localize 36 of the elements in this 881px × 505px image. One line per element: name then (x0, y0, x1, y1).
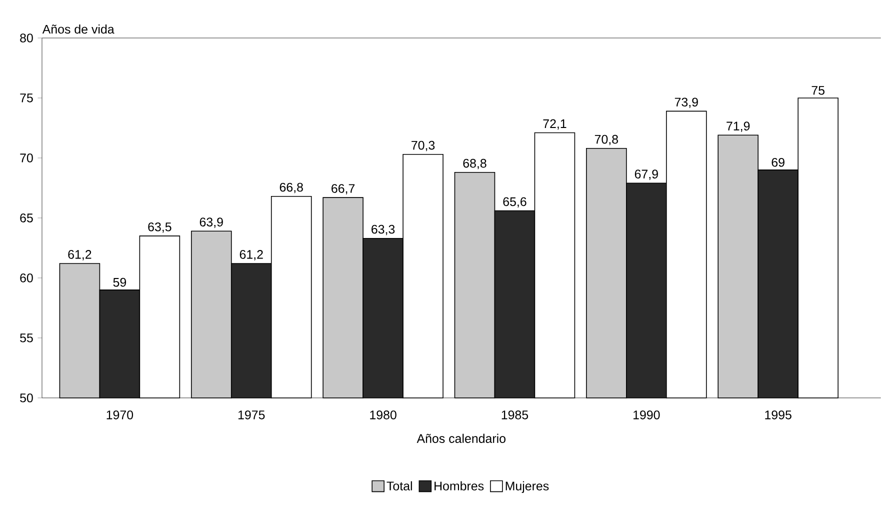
legend-label: Hombres (434, 481, 484, 490)
y-tick-label: 70 (20, 154, 33, 162)
data-label: 65,6 (503, 197, 526, 208)
y-tick-label: 65 (20, 214, 33, 222)
data-label: 69 (772, 158, 784, 167)
data-label: 68,8 (463, 158, 486, 170)
data-label: 59 (113, 278, 126, 287)
data-label: 75 (812, 86, 824, 95)
data-label: 66,7 (332, 184, 355, 194)
x-tick-label: 1975 (238, 410, 265, 420)
legend-label: Mujeres (506, 481, 549, 493)
x-tick-label: 1985 (502, 410, 528, 420)
legend-label: Total (386, 481, 412, 490)
x-tick-label: 1970 (106, 410, 134, 420)
data-label: 61,2 (68, 250, 92, 260)
x-axis-title: Años calendario (416, 434, 506, 444)
data-label: 67,9 (634, 170, 658, 180)
data-label: 63,9 (200, 218, 223, 228)
data-label: 73,9 (674, 98, 698, 108)
data-label: 71,9 (726, 122, 750, 132)
data-label: 61,2 (240, 250, 263, 260)
data-label: 70,8 (594, 134, 618, 146)
x-tick-label: 1995 (765, 410, 792, 420)
y-tick-label: 60 (20, 274, 33, 282)
data-label: 70,3 (412, 140, 435, 152)
y-axis-title: Años de vida (42, 24, 114, 34)
y-tick-label: 80 (20, 34, 33, 42)
data-label: 63,3 (372, 224, 395, 236)
y-tick-label: 75 (20, 94, 33, 102)
data-label: 72,1 (543, 119, 566, 130)
data-label: 66,8 (280, 182, 303, 194)
data-label: 63,5 (148, 222, 172, 233)
x-tick-label: 1990 (634, 410, 660, 420)
y-tick-label: 55 (20, 334, 33, 342)
y-tick-label: 50 (20, 394, 33, 402)
x-tick-label: 1980 (370, 410, 396, 420)
